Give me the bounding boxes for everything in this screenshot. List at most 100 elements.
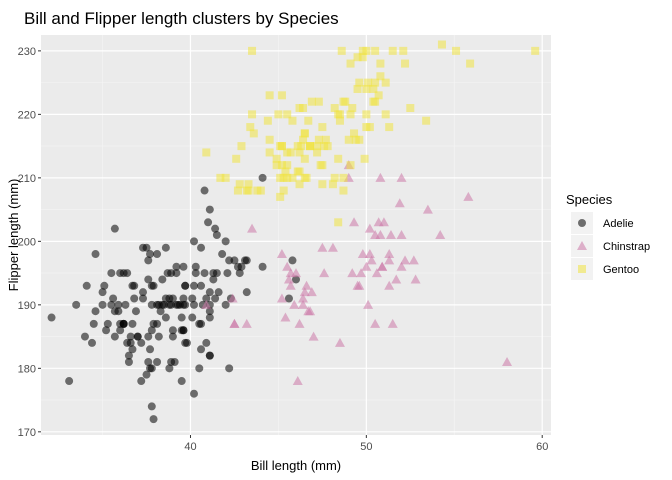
chart-title: Bill and Flipper length clusters by Spec… xyxy=(24,9,339,28)
data-point-adelie xyxy=(284,294,293,303)
data-point-adelie xyxy=(153,357,162,366)
data-point-adelie xyxy=(233,262,242,271)
data-point-adelie xyxy=(181,338,190,347)
data-point-gentoo xyxy=(321,135,330,144)
data-point-gentoo xyxy=(399,46,408,55)
data-point-adelie xyxy=(110,332,119,341)
data-point-gentoo xyxy=(306,142,315,151)
data-point-gentoo xyxy=(344,135,353,144)
data-point-chinstrap xyxy=(364,223,375,233)
data-point-adelie xyxy=(107,300,116,309)
data-point-chinstrap xyxy=(370,318,381,328)
data-point-adelie xyxy=(168,294,177,303)
data-point-gentoo xyxy=(221,173,230,182)
data-point-chinstrap xyxy=(394,198,405,208)
data-point-adelie xyxy=(197,345,206,354)
data-point-adelie xyxy=(197,281,206,290)
data-point-adelie xyxy=(47,313,56,322)
data-point-adelie xyxy=(158,300,167,309)
data-point-adelie xyxy=(142,370,151,379)
data-point-adelie xyxy=(204,218,213,227)
data-point-gentoo xyxy=(237,142,246,151)
data-point-chinstrap xyxy=(227,293,238,303)
data-point-adelie xyxy=(149,319,158,328)
data-point-adelie xyxy=(128,345,137,354)
data-point-adelie xyxy=(167,269,176,278)
data-point-adelie xyxy=(225,364,234,373)
data-point-adelie xyxy=(211,294,220,303)
y-axis-title: Flipper length (mm) xyxy=(6,179,21,292)
data-point-chinstrap xyxy=(283,274,294,284)
y-tick-label: 220 xyxy=(18,109,36,121)
data-point-adelie xyxy=(191,262,200,271)
data-point-adelie xyxy=(195,364,204,373)
data-point-chinstrap xyxy=(361,261,372,271)
data-point-adelie xyxy=(205,313,214,322)
data-point-adelie xyxy=(137,338,146,347)
data-point-gentoo xyxy=(376,59,385,68)
legend-label-chinstrap: Chinstrap xyxy=(603,241,650,253)
data-point-gentoo xyxy=(233,186,242,195)
data-point-gentoo xyxy=(235,180,244,189)
data-point-chinstrap xyxy=(276,293,287,303)
y-tick-label: 170 xyxy=(18,427,36,439)
data-point-gentoo xyxy=(276,173,285,182)
data-point-gentoo xyxy=(330,104,339,113)
data-point-adelie xyxy=(144,332,153,341)
data-point-gentoo xyxy=(355,78,364,87)
data-point-chinstrap xyxy=(371,268,382,278)
data-point-gentoo xyxy=(318,161,327,170)
data-point-gentoo xyxy=(314,97,323,106)
data-point-adelie xyxy=(221,237,230,246)
data-point-chinstrap xyxy=(410,274,421,284)
data-point-adelie xyxy=(214,288,223,297)
data-point-chinstrap xyxy=(400,255,411,265)
plot-panel xyxy=(41,35,551,435)
data-point-adelie xyxy=(209,275,218,284)
data-point-adelie xyxy=(147,281,156,290)
data-point-gentoo xyxy=(328,180,337,189)
data-point-adelie xyxy=(179,262,188,271)
data-point-adelie xyxy=(107,269,116,278)
legend-key-gentoo xyxy=(578,265,586,273)
data-point-chinstrap xyxy=(396,172,407,182)
data-point-gentoo xyxy=(314,135,323,144)
data-point-adelie xyxy=(147,326,156,335)
data-point-chinstrap xyxy=(391,274,402,284)
data-point-adelie xyxy=(103,319,112,328)
data-point-adelie xyxy=(190,389,198,398)
data-point-adelie xyxy=(202,338,211,347)
data-point-gentoo xyxy=(318,180,327,189)
data-point-chinstrap xyxy=(422,204,433,214)
data-point-chinstrap xyxy=(384,280,395,290)
data-point-gentoo xyxy=(281,167,290,176)
data-point-gentoo xyxy=(286,148,295,157)
data-point-chinstrap xyxy=(201,299,212,309)
data-point-adelie xyxy=(88,338,96,347)
legend-key-adelie xyxy=(578,219,586,227)
data-point-chinstrap xyxy=(354,280,365,290)
data-point-adelie xyxy=(179,326,188,335)
data-point-adelie xyxy=(292,275,300,284)
data-point-adelie xyxy=(158,275,167,284)
data-point-gentoo xyxy=(244,180,253,189)
data-point-adelie xyxy=(165,364,174,373)
data-point-gentoo xyxy=(248,110,257,119)
data-point-gentoo xyxy=(279,186,288,195)
data-point-adelie xyxy=(154,332,163,341)
data-point-gentoo xyxy=(248,46,257,55)
data-point-gentoo xyxy=(452,46,461,55)
data-point-gentoo xyxy=(358,53,367,62)
data-point-adelie xyxy=(205,351,214,360)
data-point-gentoo xyxy=(216,173,225,182)
data-point-adelie xyxy=(175,300,184,309)
data-point-gentoo xyxy=(369,97,378,106)
data-point-adelie xyxy=(205,307,214,316)
data-point-chinstrap xyxy=(301,280,312,290)
data-point-chinstrap xyxy=(280,312,291,322)
data-point-gentoo xyxy=(300,154,309,163)
data-point-adelie xyxy=(80,332,89,341)
data-point-adelie xyxy=(211,224,220,233)
data-point-chinstrap xyxy=(292,376,303,386)
data-point-gentoo xyxy=(371,46,380,55)
